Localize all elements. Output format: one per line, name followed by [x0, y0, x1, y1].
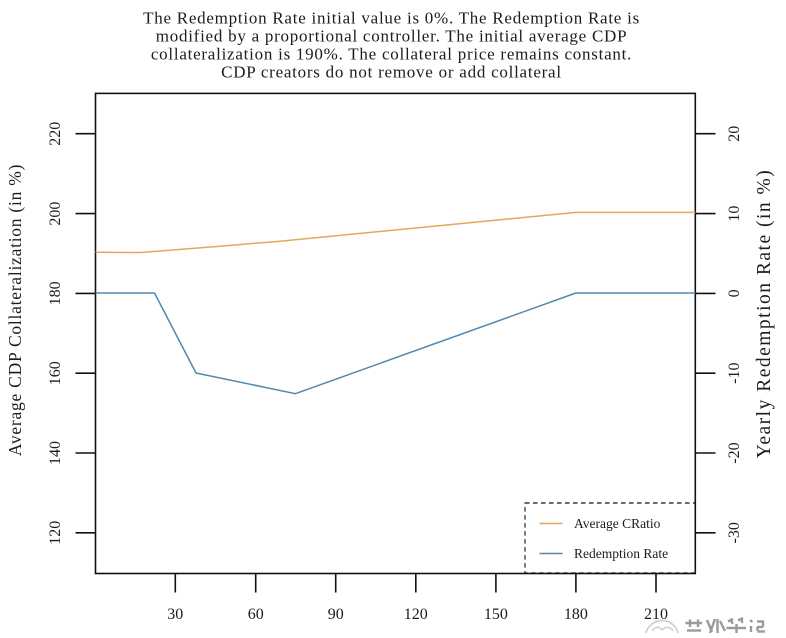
- svg-text:140: 140: [47, 441, 64, 465]
- svg-text:The Redemption Rate initial va: The Redemption Rate initial value is 0%.…: [143, 9, 640, 28]
- svg-text:150: 150: [484, 606, 508, 623]
- svg-text:220: 220: [47, 122, 64, 146]
- svg-text:0: 0: [726, 289, 743, 297]
- svg-text:120: 120: [404, 606, 428, 623]
- svg-text:Yearly Redemption Rate (in %): Yearly Redemption Rate (in %): [754, 169, 775, 459]
- svg-text:120: 120: [47, 521, 64, 545]
- svg-text:-10: -10: [726, 363, 743, 384]
- svg-text:30: 30: [167, 606, 183, 623]
- svg-text:-20: -20: [726, 442, 743, 463]
- svg-text:Average CRatio: Average CRatio: [574, 516, 661, 531]
- svg-text:CDP creators do not remove or: CDP creators do not remove or add collat…: [221, 63, 562, 82]
- svg-text:Average CDP Collateralization: Average CDP Collateralization (in %): [5, 164, 25, 456]
- svg-text:180: 180: [47, 281, 64, 305]
- svg-text:200: 200: [47, 202, 64, 226]
- svg-text:210: 210: [644, 606, 668, 623]
- svg-text:180: 180: [564, 606, 588, 623]
- svg-text:Redemption Rate: Redemption Rate: [574, 546, 668, 561]
- svg-text:-30: -30: [726, 522, 743, 543]
- svg-text:20: 20: [726, 126, 743, 142]
- svg-text:60: 60: [248, 606, 264, 623]
- svg-text:modified by a proportional con: modified by a proportional controller. T…: [156, 27, 628, 46]
- svg-text:10: 10: [726, 206, 743, 222]
- svg-text:90: 90: [328, 606, 344, 623]
- svg-text:160: 160: [47, 361, 64, 385]
- svg-text:collateralization is 190%. The: collateralization is 190%. The collatera…: [151, 45, 632, 64]
